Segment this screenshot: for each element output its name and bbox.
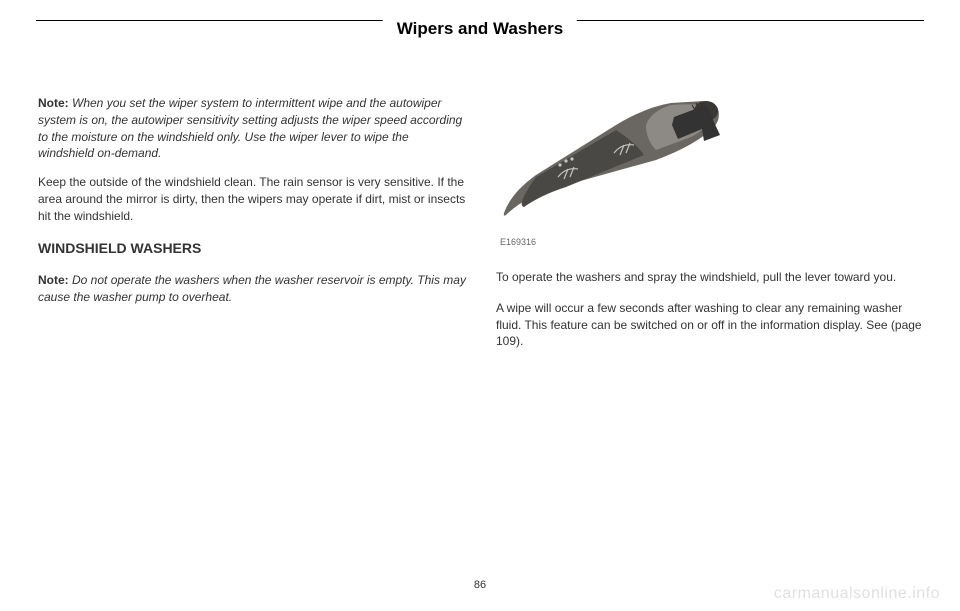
section-heading-washers: WINDSHIELD WASHERS <box>38 239 466 259</box>
left-column: Note: When you set the wiper system to i… <box>36 95 466 364</box>
left-para-1: Keep the outside of the windshield clean… <box>38 174 466 224</box>
right-column: E169316 To operate the washers and spray… <box>496 95 924 364</box>
note-2-label: Note: <box>38 273 69 287</box>
note-1-label: Note: <box>38 96 69 110</box>
page-title: Wipers and Washers <box>383 19 577 39</box>
note-1: Note: When you set the wiper system to i… <box>38 95 466 162</box>
figure-id-label: E169316 <box>500 236 536 249</box>
right-para-1: To operate the washers and spray the win… <box>496 269 924 286</box>
lever-shadow <box>522 130 644 207</box>
page-number: 86 <box>474 579 486 591</box>
wiper-lever-illustration <box>496 95 744 255</box>
content-area: Note: When you set the wiper system to i… <box>36 39 924 364</box>
wiper-lever-figure: E169316 <box>496 95 744 255</box>
note-2-text: Do not operate the washers when the wash… <box>38 273 466 304</box>
note-2: Note: Do not operate the washers when th… <box>38 272 466 306</box>
note-1-text: When you set the wiper system to intermi… <box>38 96 462 160</box>
watermark: carmanualsonline.info <box>774 585 940 603</box>
right-para-2: A wipe will occur a few seconds after wa… <box>496 300 924 350</box>
